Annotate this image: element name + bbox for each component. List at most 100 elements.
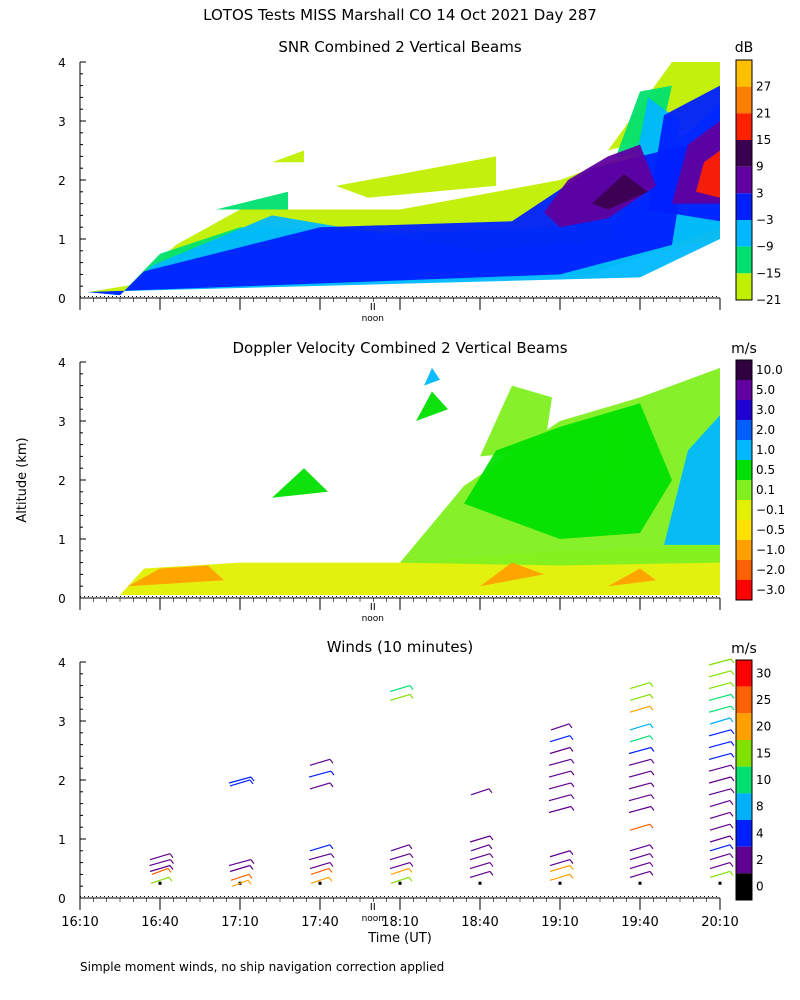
wind-barb-flag xyxy=(650,758,655,764)
wind-barb-flag xyxy=(649,862,654,867)
wind-barb-flag xyxy=(730,741,735,746)
barb-base-marker xyxy=(318,881,322,885)
wind-barb-flag xyxy=(568,723,573,729)
wind-barb-flag xyxy=(169,865,174,870)
wind-barb xyxy=(469,853,491,861)
colorbar-label: 3.0 xyxy=(756,403,775,417)
wind-barb xyxy=(149,859,171,867)
y-tick-label: 4 xyxy=(58,56,66,70)
plot-area xyxy=(80,662,720,898)
colorbar-label: 10.0 xyxy=(756,363,783,377)
wind-barb xyxy=(470,844,490,852)
wind-barb-flag xyxy=(328,876,333,882)
colorbar-cell xyxy=(736,440,752,460)
winds-xlabel: Time (UT) xyxy=(367,931,432,946)
barb-base-marker xyxy=(718,881,722,885)
wind-barb-flag xyxy=(489,853,494,859)
y-tick-label: 2 xyxy=(58,174,66,188)
colorbar-label: 30 xyxy=(756,666,771,680)
wind-barb-flag xyxy=(650,806,655,811)
wind-barb-flag xyxy=(730,658,735,664)
colorbar-label: 0.5 xyxy=(756,463,775,477)
wind-barb xyxy=(709,811,731,819)
wind-barb-flag xyxy=(649,682,654,687)
wind-barb xyxy=(708,764,732,772)
wind-barb xyxy=(550,723,570,731)
wind-barb xyxy=(628,782,652,790)
wind-barb-flag xyxy=(650,794,655,800)
wind-barb-flag xyxy=(489,862,494,867)
wind-barb-flag xyxy=(489,871,494,876)
x-tick-label: 16:40 xyxy=(141,915,178,930)
wind-barb xyxy=(708,670,732,678)
wind-barb-flag xyxy=(248,873,253,879)
wind-barb-flag xyxy=(729,844,734,850)
colorbar-label: 15 xyxy=(756,746,771,760)
heatmap-region-up-2 xyxy=(416,391,448,421)
wind-barb-flag xyxy=(569,850,574,856)
heatmap-region-weak-2 xyxy=(272,150,304,163)
wind-barb-flag xyxy=(569,747,574,752)
colorbar-cell xyxy=(736,460,752,480)
wind-barb xyxy=(228,859,252,867)
wind-barb-flag xyxy=(330,853,335,859)
x-tick-label: 19:40 xyxy=(621,915,658,930)
wind-barb xyxy=(469,870,491,878)
footnote: Simple moment winds, no ship navigation … xyxy=(80,960,444,974)
colorbar-cell xyxy=(736,246,752,274)
wind-barb-flag xyxy=(329,758,334,764)
wind-barb xyxy=(310,867,330,876)
wind-barb-flag xyxy=(729,862,734,867)
wind-barb xyxy=(228,776,252,784)
wind-barb xyxy=(709,717,731,725)
colorbar-cell xyxy=(736,766,752,794)
colorbar-cell xyxy=(736,500,752,520)
wind-barb-flag xyxy=(730,764,735,770)
y-tick-label: 3 xyxy=(58,115,66,129)
wind-barb-flag xyxy=(730,729,735,735)
wind-barb-flag xyxy=(328,868,333,873)
colorbar-label: 0 xyxy=(756,880,764,894)
wind-barb-flag xyxy=(408,868,413,873)
colorbar-cell xyxy=(736,420,752,440)
colorbar-label: 21 xyxy=(756,106,771,120)
wind-barb xyxy=(149,853,171,861)
wind-barb xyxy=(151,867,169,876)
colorbar-cell xyxy=(736,193,752,220)
wind-barb-flag xyxy=(730,705,735,711)
wind-barb xyxy=(309,758,331,766)
wind-barb-flag xyxy=(730,776,735,782)
wind-barb xyxy=(549,864,571,873)
colorbar-label: 0.1 xyxy=(756,483,775,497)
colorbar-label: 10 xyxy=(756,773,771,787)
wind-barb xyxy=(629,705,651,713)
wind-barb xyxy=(628,805,652,814)
heatmap-region-peak-0 xyxy=(696,150,720,198)
wind-barb-flag xyxy=(729,823,734,829)
colorbar-cell xyxy=(736,60,752,87)
snr-colorbar-unit: dB xyxy=(735,40,754,56)
heatmap-region-up-0 xyxy=(464,403,672,539)
wind-barb xyxy=(629,723,651,731)
winds-title: Winds (10 minutes) xyxy=(327,638,474,656)
wind-barb-flag xyxy=(408,876,413,882)
colorbar-cell xyxy=(736,520,752,540)
colorbar-cell xyxy=(736,140,752,167)
barb-base-marker xyxy=(158,881,162,885)
wind-barb xyxy=(628,758,652,766)
wind-barb-flag xyxy=(570,794,575,800)
wind-barb xyxy=(708,693,732,701)
wind-barb xyxy=(390,844,410,852)
heatmap-region-moderate-up-0 xyxy=(664,415,720,545)
barb-base-marker xyxy=(478,881,482,885)
y-tick-label: 4 xyxy=(58,356,66,370)
wind-barb-flag xyxy=(570,758,575,764)
wind-barb xyxy=(709,823,731,831)
colorbar-label: −0.1 xyxy=(756,503,785,517)
wind-barb xyxy=(629,693,651,701)
noon-label: noon xyxy=(362,914,384,924)
wind-barb-flag xyxy=(169,853,174,859)
wind-barb xyxy=(150,876,170,884)
wind-barb-flag xyxy=(729,717,734,723)
y-tick-label: 1 xyxy=(58,533,66,547)
